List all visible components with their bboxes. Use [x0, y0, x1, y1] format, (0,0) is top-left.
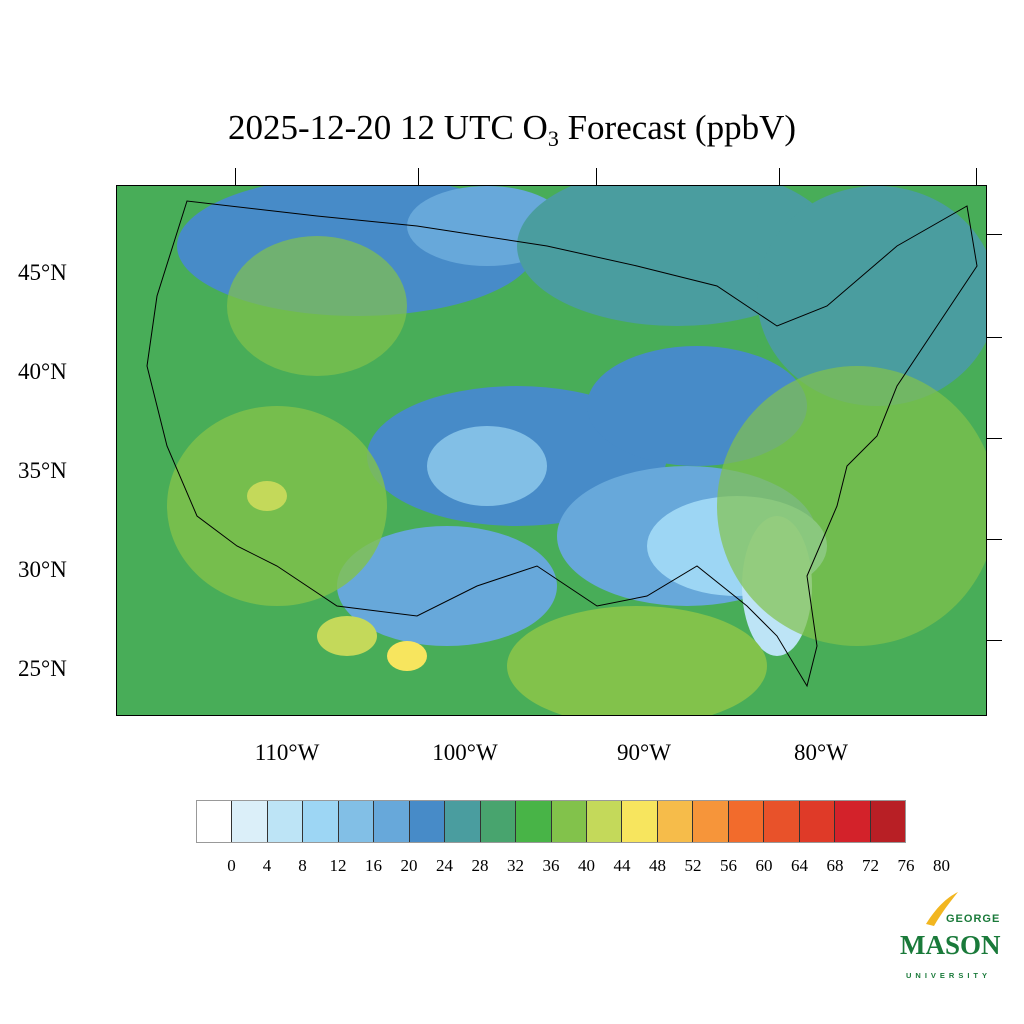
top-tick: [779, 168, 780, 185]
right-tick: [987, 337, 1002, 338]
title-text: 2025-12-20 12 UTC O: [228, 108, 548, 147]
colorbar-swatch: [232, 801, 268, 842]
right-tick: [987, 640, 1002, 641]
lat-label-30n: 30°N: [18, 557, 67, 582]
colorbar-swatch: [374, 801, 410, 842]
colorbar-label: 36: [542, 856, 560, 875]
colorbar-swatch: [409, 801, 446, 842]
logo-line3: UNIVERSITY: [906, 971, 991, 980]
colorbar-label: 28: [471, 856, 489, 875]
colorbar-swatch: [551, 801, 587, 842]
colorbar-label: 68: [826, 856, 844, 875]
colorbar-swatch: [445, 801, 481, 842]
ozone-map: [116, 185, 987, 716]
colorbar-label: 60: [755, 856, 773, 875]
colorbar-label: 20: [400, 856, 418, 875]
colorbar-swatch: [622, 801, 658, 842]
lon-label-100w: 100°W: [432, 740, 498, 765]
colorbar-label: 56: [720, 856, 737, 875]
lat-label-40n: 40°N: [18, 359, 67, 384]
colorbar-swatch: [267, 801, 304, 842]
top-tick: [976, 168, 977, 185]
logo-line1: GEORGE: [946, 913, 1000, 925]
colorbar-label: 12: [329, 856, 347, 875]
title-subscript: 3: [547, 126, 559, 151]
ozone-field: [117, 186, 986, 715]
colorbar-label: 48: [649, 856, 666, 875]
colorbar-label: 52: [684, 856, 702, 875]
colorbar-swatch: [197, 801, 233, 842]
lon-label-110w: 110°W: [254, 740, 320, 765]
colorbar-label: 44: [613, 856, 631, 875]
top-tick: [235, 168, 236, 185]
lat-label-35n: 35°N: [18, 458, 67, 483]
right-tick: [987, 234, 1002, 235]
colorbar-label: 4: [262, 856, 272, 875]
right-tick: [987, 539, 1002, 540]
colorbar-label: 32: [507, 856, 524, 875]
colorbar-swatch: [870, 801, 906, 842]
colorbar-swatch: [586, 801, 623, 842]
lat-label-25n: 25°N: [18, 656, 67, 681]
lat-label-45n: 45°N: [18, 260, 67, 285]
colorbar-label: 80: [933, 856, 950, 875]
colorbar-label: 76: [897, 856, 915, 875]
colorbar-swatch: [799, 801, 836, 842]
colorbar-swatch: [764, 801, 800, 842]
colorbar-swatch: [728, 801, 765, 842]
figure-title: 2025-12-20 12 UTC O3 Forecast (ppbV): [0, 108, 1024, 152]
colorbar-label: 40: [578, 856, 595, 875]
colorbar-swatch: [338, 801, 375, 842]
colorbar-swatch: [835, 801, 871, 842]
lon-label-90w: 90°W: [617, 740, 671, 765]
logo-line2: MASON: [900, 930, 1001, 960]
top-tick: [596, 168, 597, 185]
colorbar-swatch: [303, 801, 339, 842]
colorbar-label: 64: [791, 856, 808, 875]
colorbar-swatch: [480, 801, 517, 842]
george-mason-logo: GEORGE MASON UNIVERSITY: [900, 892, 1001, 980]
colorbar-label: 16: [365, 856, 382, 875]
colorbar: [196, 800, 906, 843]
top-tick: [418, 168, 419, 185]
lon-label-80w: 80°W: [794, 740, 848, 765]
logo-flame-icon: [926, 892, 958, 926]
colorbar-swatch: [693, 801, 729, 842]
colorbar-label: 24: [436, 856, 453, 875]
title-suffix: Forecast (ppbV): [558, 108, 796, 147]
colorbar-swatch: [657, 801, 694, 842]
colorbar-label: 0: [227, 856, 236, 875]
colorbar-swatch: [516, 801, 552, 842]
colorbar-label: 72: [862, 856, 879, 875]
colorbar-label: 8: [298, 856, 307, 875]
right-tick: [987, 438, 1002, 439]
